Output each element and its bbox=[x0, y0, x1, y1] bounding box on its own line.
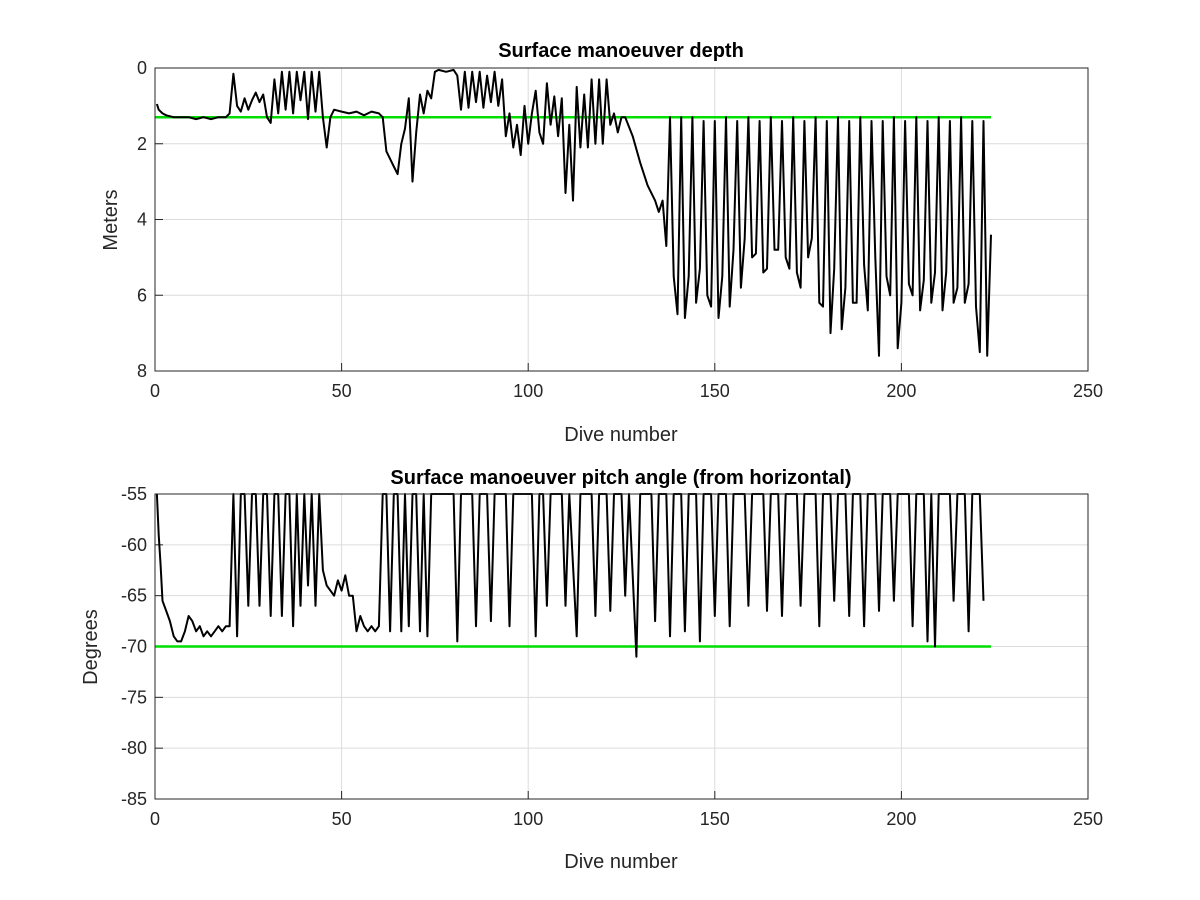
depth-y-tick-label: 0 bbox=[137, 58, 147, 78]
pitch-y-tick-label: -55 bbox=[121, 484, 147, 504]
pitch-x-tick-label: 150 bbox=[700, 809, 730, 829]
depth-y-tick-labels: 0 2 4 6 8 bbox=[137, 58, 147, 381]
depth-x-tick-label: 200 bbox=[886, 381, 916, 401]
pitch-y-tick-label: -85 bbox=[121, 789, 147, 809]
depth-y-tick-label: 2 bbox=[137, 134, 147, 154]
pitch-y-tick-label: -75 bbox=[121, 687, 147, 707]
depth-axes-box bbox=[154, 67, 1089, 372]
depth-x-tick-label: 0 bbox=[150, 381, 160, 401]
depth-x-tick-label: 100 bbox=[513, 381, 543, 401]
depth-x-tick-label: 150 bbox=[700, 381, 730, 401]
depth-y-tick-label: 8 bbox=[137, 361, 147, 381]
pitch-x-axis-label: Dive number bbox=[564, 851, 678, 873]
pitch-chart-title: Surface manoeuver pitch angle (from hori… bbox=[390, 467, 851, 489]
pitch-data-line bbox=[155, 493, 985, 658]
pitch-y-tick-label: -60 bbox=[121, 535, 147, 555]
pitch-y-tick-label: -80 bbox=[121, 738, 147, 758]
depth-y-tick-label: 6 bbox=[137, 285, 147, 305]
depth-data-line bbox=[155, 68, 992, 357]
pitch-chart: 0 50 100 150 200 250 -55 -60 -65 -70 -75 -80 -85 Su… bbox=[80, 467, 1103, 873]
depth-chart-title: Surface manoeuver depth bbox=[498, 40, 744, 62]
depth-x-axis-label: Dive number bbox=[564, 424, 678, 446]
pitch-x-tick-label: 100 bbox=[513, 809, 543, 829]
depth-series bbox=[155, 68, 992, 357]
depth-y-axis-label: Meters bbox=[100, 189, 122, 250]
pitch-x-tick-label: 0 bbox=[150, 809, 160, 829]
pitch-series bbox=[155, 493, 985, 658]
pitch-x-tick-label: 200 bbox=[886, 809, 916, 829]
depth-x-tick-labels: 0 50 100 150 200 250 bbox=[150, 381, 1103, 401]
pitch-axes-box bbox=[154, 493, 1089, 800]
pitch-x-tick-label: 50 bbox=[332, 809, 352, 829]
depth-chart: 0 50 100 150 200 250 0 2 4 6 8 Surface manoeuver … bbox=[100, 40, 1103, 446]
pitch-y-tick-labels: -55 -60 -65 -70 -75 -80 -85 bbox=[121, 484, 147, 809]
depth-x-tick-label: 250 bbox=[1073, 381, 1103, 401]
pitch-x-tick-label: 250 bbox=[1073, 809, 1103, 829]
pitch-y-tick-label: -70 bbox=[121, 637, 147, 657]
pitch-y-axis-label: Degrees bbox=[80, 609, 102, 685]
depth-y-tick-label: 4 bbox=[137, 210, 147, 230]
depth-x-tick-label: 50 bbox=[332, 381, 352, 401]
pitch-x-tick-labels: 0 50 100 150 200 250 bbox=[150, 809, 1103, 829]
pitch-y-tick-label: -65 bbox=[121, 586, 147, 606]
